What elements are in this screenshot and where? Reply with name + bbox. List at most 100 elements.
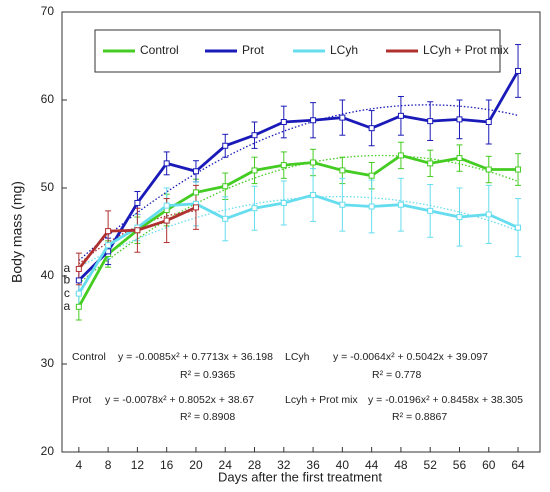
- point-marker: [163, 160, 170, 167]
- point-marker: [222, 183, 229, 190]
- y-tick-label: 50: [41, 180, 55, 194]
- significance-letter: a: [63, 299, 70, 313]
- x-tick-label: 60: [482, 458, 496, 472]
- legend-label: LCyh: [330, 43, 358, 57]
- point-marker: [339, 201, 346, 208]
- point-marker: [192, 168, 199, 175]
- trend-line: [78, 210, 197, 265]
- legend-label: Control: [140, 43, 179, 57]
- point-marker: [515, 67, 522, 74]
- point-marker: [310, 117, 317, 124]
- x-tick-label: 24: [219, 458, 233, 472]
- point-marker: [75, 277, 82, 284]
- point-marker: [397, 112, 404, 119]
- x-tick-label: 44: [365, 458, 379, 472]
- y-tick-label: 40: [41, 268, 55, 282]
- y-axis-label: Body mass (mg): [9, 181, 25, 283]
- significance-letter: a: [63, 261, 70, 275]
- x-tick-label: 56: [453, 458, 467, 472]
- point-marker: [427, 207, 434, 214]
- x-tick-label: 16: [160, 458, 174, 472]
- legend-label: LCyh + Prot mix: [423, 43, 509, 57]
- equation: y = -0.0064x² + 0.5042x + 39.097: [333, 351, 488, 363]
- y-tick-label: 20: [41, 444, 55, 458]
- point-marker: [456, 214, 463, 221]
- point-marker: [105, 228, 112, 235]
- point-marker: [280, 162, 287, 169]
- x-tick-label: 8: [105, 458, 112, 472]
- equation-name: Control: [72, 351, 106, 363]
- point-marker: [456, 155, 463, 162]
- equation: y = -0.0078x² + 0.8052x + 38.67: [105, 394, 254, 406]
- series-line: [77, 153, 519, 308]
- point-marker: [75, 265, 82, 272]
- point-marker: [310, 192, 317, 199]
- point-marker: [75, 290, 82, 297]
- y-tick-label: 30: [41, 356, 55, 370]
- r-squared: R² = 0.9365: [180, 369, 235, 381]
- y-tick-label: 60: [41, 92, 55, 106]
- point-marker: [280, 119, 287, 125]
- equation: y = -0.0196x² + 0.8458x + 38.305: [368, 394, 523, 406]
- point-marker: [515, 224, 522, 231]
- x-tick-label: 20: [189, 458, 203, 472]
- trend-line: [78, 154, 519, 285]
- point-marker: [222, 142, 229, 149]
- x-tick-label: 48: [394, 458, 408, 472]
- point-marker: [368, 172, 375, 179]
- point-marker: [192, 189, 199, 196]
- x-tick-label: 32: [277, 458, 291, 472]
- x-tick-label: 28: [248, 458, 262, 472]
- point-marker: [397, 152, 404, 159]
- plot-frame: [61, 11, 541, 453]
- equation-name: Prot: [72, 394, 91, 406]
- point-marker: [105, 242, 112, 249]
- point-marker: [251, 132, 258, 139]
- r-squared: R² = 0.8867: [392, 411, 447, 423]
- significance-letter: b: [63, 273, 70, 287]
- equation-name: LCyh: [285, 351, 310, 363]
- point-marker: [192, 204, 199, 211]
- equation: y = -0.0085x² + 0.7713x + 36.198: [118, 351, 273, 363]
- x-tick-label: 52: [424, 458, 438, 472]
- point-marker: [515, 166, 522, 173]
- point-marker: [251, 167, 258, 174]
- y-tick-label: 70: [41, 4, 55, 18]
- point-marker: [222, 215, 229, 222]
- significance-letter: c: [64, 286, 70, 300]
- point-marker: [485, 119, 492, 125]
- point-marker: [134, 199, 141, 206]
- x-tick-label: 64: [511, 458, 525, 472]
- point-marker: [251, 205, 258, 212]
- point-marker: [163, 217, 170, 224]
- point-marker: [456, 116, 463, 123]
- point-marker: [280, 199, 287, 206]
- r-squared: R² = 0.8908: [180, 411, 235, 423]
- x-tick-label: 12: [131, 458, 145, 472]
- point-marker: [163, 202, 170, 209]
- point-marker: [339, 114, 346, 121]
- series-line: [77, 193, 519, 295]
- point-marker: [397, 201, 404, 208]
- point-marker: [75, 303, 82, 310]
- legend-label: Prot: [242, 43, 265, 57]
- point-marker: [310, 159, 317, 166]
- point-marker: [427, 118, 434, 125]
- r-squared: R² = 0.778: [372, 369, 421, 381]
- point-marker: [368, 203, 375, 210]
- point-marker: [368, 125, 375, 132]
- legend-box: [94, 29, 501, 73]
- point-marker: [339, 167, 346, 174]
- x-tick-label: 4: [75, 458, 82, 472]
- series-line: [77, 70, 520, 282]
- equation-name: Lcyh + Prot mix: [285, 394, 358, 406]
- equations: Control y = -0.0085x² + 0.7713x + 36.198…: [72, 351, 523, 423]
- x-tick-label: 36: [306, 458, 320, 472]
- x-tick-label: 40: [336, 458, 350, 472]
- x-axis-label: Days after the first treatment: [218, 469, 382, 484]
- point-marker: [485, 166, 492, 173]
- point-marker: [134, 227, 141, 234]
- trend-line: [78, 104, 519, 261]
- point-marker: [485, 211, 492, 218]
